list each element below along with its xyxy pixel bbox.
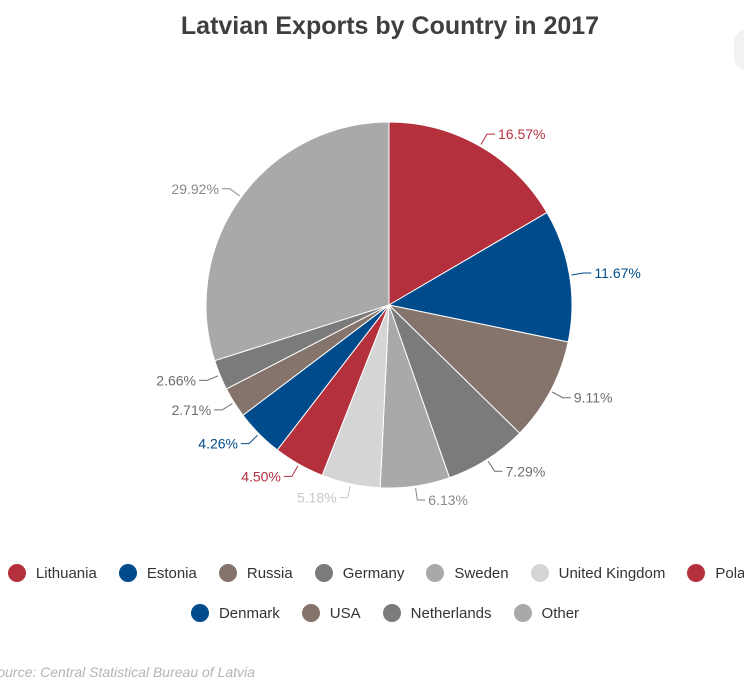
legend-label: Denmark — [218, 604, 280, 622]
legend-label: Germany — [342, 564, 405, 582]
pie-slice-russia[interactable] — [387, 304, 569, 434]
legend-label: Estonia — [146, 564, 197, 582]
connector-poland — [283, 465, 299, 477]
legend-marker — [687, 564, 706, 582]
connector-russia — [552, 391, 571, 399]
legend-marker — [314, 564, 333, 582]
legend-label: Other — [541, 604, 580, 622]
legend-item-sweden[interactable]: Sweden — [426, 564, 509, 582]
legend-row-2: Denmark USA Netherlands Other — [0, 604, 744, 622]
legend-marker — [426, 564, 445, 582]
data-label-poland: 4.50% — [241, 468, 281, 484]
data-label-other: 29.92% — [171, 181, 218, 197]
connector-lithuania — [480, 133, 495, 145]
legend-label: Netherlands — [410, 604, 492, 622]
legend-item-lithuania[interactable]: Lithuania — [7, 564, 97, 582]
pie-chart: 16.57% 11.67% 9.11% 7.29% 6.13% 5.18% 4.50%4.2… — [156, 121, 641, 508]
legend-item-poland[interactable]: Poland — [687, 564, 744, 582]
legend-marker — [382, 604, 401, 622]
legend-item-germany[interactable]: Germany — [314, 564, 405, 582]
data-label-united-kingdom: 5.18% — [297, 490, 337, 506]
pie-slices — [205, 121, 573, 489]
connector-germany — [487, 460, 503, 472]
data-label-germany: 7.29% — [506, 463, 546, 479]
legend-marker — [218, 564, 237, 582]
legend-marker — [7, 564, 26, 582]
legend-label: USA — [329, 604, 361, 622]
connector-other — [221, 188, 240, 197]
legend-item-estonia[interactable]: Estonia — [118, 564, 197, 582]
legend-label: Lithuania — [35, 564, 97, 582]
legend-item-united-kingdom[interactable]: United Kingdom — [530, 564, 666, 582]
legend-marker — [513, 604, 532, 622]
legend-item-russia[interactable]: Russia — [218, 564, 293, 582]
label-connectors — [199, 133, 592, 501]
connector-sweden — [415, 488, 426, 501]
connector-usa — [214, 403, 233, 411]
data-labels: 16.57% 11.67% 9.11% 7.29% 6.13% 5.18% 4.50%4.2… — [156, 126, 641, 508]
legend-label: United Kingdom — [558, 564, 666, 582]
connector-denmark — [241, 434, 258, 445]
data-label-usa: 2.71% — [171, 402, 211, 418]
connector-estonia — [571, 272, 592, 276]
legend-label: Sweden — [454, 564, 509, 582]
legend-label: Poland — [715, 564, 744, 582]
legend-marker — [530, 564, 549, 582]
data-label-russia: 9.11% — [574, 390, 613, 406]
context-menu-edge[interactable] — [734, 30, 744, 70]
data-label-estonia: 11.67% — [594, 265, 640, 281]
source-note: Source: Central Statistical Bureau of La… — [0, 664, 255, 680]
connector-united-kingdom — [339, 485, 351, 499]
legend-item-other[interactable]: Other — [513, 604, 580, 622]
data-label-denmark: 4.26% — [198, 436, 238, 452]
legend-item-netherlands[interactable]: Netherlands — [382, 604, 492, 622]
data-label-netherlands: 2.66% — [156, 372, 196, 388]
data-label-lithuania: 16.57% — [498, 126, 545, 142]
legend-marker — [190, 604, 209, 622]
chart-title: Latvian Exports by Country in 2017 — [180, 12, 600, 40]
pie-slice-estonia[interactable] — [387, 211, 573, 343]
legend-label: Russia — [246, 564, 293, 582]
legend-row-1: Lithuania Estonia Russia Germany Sweden Unite… — [0, 564, 744, 582]
legend-marker — [118, 564, 137, 582]
connector-netherlands — [199, 375, 219, 381]
legend-marker — [301, 604, 320, 622]
legend-item-denmark[interactable]: Denmark — [190, 604, 280, 622]
data-label-sweden: 6.13% — [428, 492, 468, 508]
pie-slice-other[interactable] — [205, 121, 390, 362]
legend-item-usa[interactable]: USA — [301, 604, 361, 622]
pie-slice-lithuania[interactable] — [388, 121, 548, 306]
